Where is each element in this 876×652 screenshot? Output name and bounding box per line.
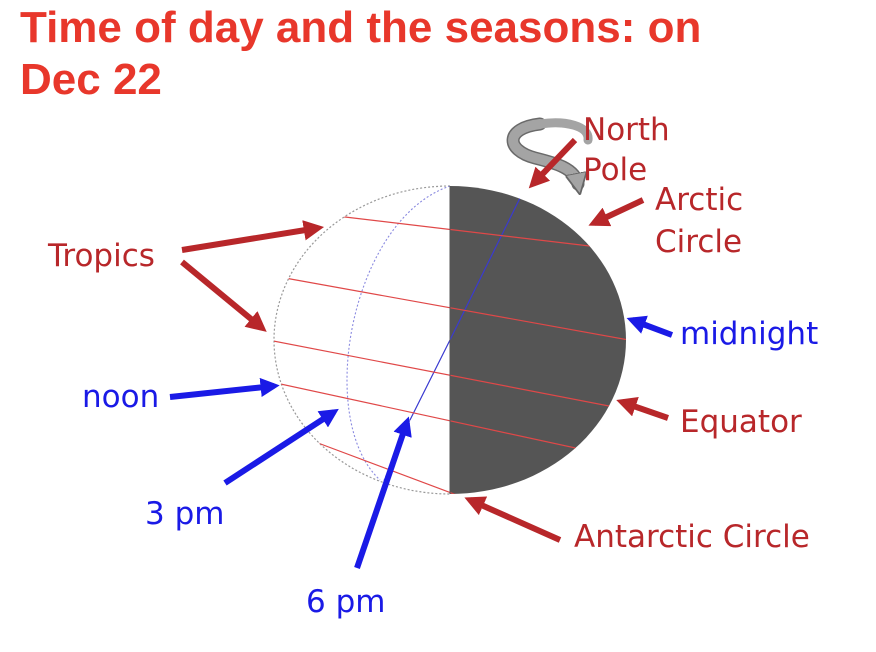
- six-pm-label: 6 pm: [306, 584, 385, 620]
- rotation-arrow-icon: [506, 117, 593, 184]
- equator-line: [274, 339, 626, 413]
- tropic-cancer-line: [284, 277, 626, 343]
- arctic-circle-line: [327, 214, 626, 253]
- antarctic-arrow: [464, 496, 562, 543]
- three-pm-label: 3 pm: [145, 496, 224, 532]
- equator-arrow: [616, 397, 669, 421]
- arctic-arrow: [588, 197, 645, 227]
- midnight-label: midnight: [680, 316, 818, 352]
- tropics-label: Tropics: [47, 238, 155, 274]
- tropics-arrow-lower: [180, 259, 267, 332]
- red-arrows: [180, 137, 669, 543]
- noon-label: noon: [82, 379, 159, 415]
- night-side: [450, 186, 626, 494]
- day-side-outline: [273, 185, 451, 495]
- arctic-circle-label-1: Arctic: [655, 182, 743, 218]
- tropics-arrow-upper: [181, 220, 325, 253]
- arctic-circle-label-2: Circle: [655, 224, 742, 260]
- noon-arrow: [169, 377, 280, 400]
- midnight-arrow: [626, 315, 674, 338]
- north-pole-label-1: North: [583, 112, 670, 148]
- six-pm-arrow: [354, 416, 412, 569]
- title-line-1: Time of day and the seasons: on: [20, 3, 702, 52]
- north-pole-arrow: [528, 137, 578, 189]
- slide-title: Time of day and the seasons: on Dec 22: [20, 2, 870, 106]
- labels: North Pole Arctic Circle Tropics midnigh…: [47, 112, 818, 620]
- meridian-3pm: [346, 186, 451, 481]
- equator-label: Equator: [680, 404, 802, 440]
- three-pm-arrow: [223, 408, 339, 486]
- north-pole-label-2: Pole: [583, 152, 647, 188]
- antarctic-circle-label: Antarctic Circle: [574, 519, 810, 555]
- globe: [273, 185, 626, 495]
- title-line-2: Dec 22: [20, 55, 162, 104]
- blue-arrows: [169, 315, 674, 569]
